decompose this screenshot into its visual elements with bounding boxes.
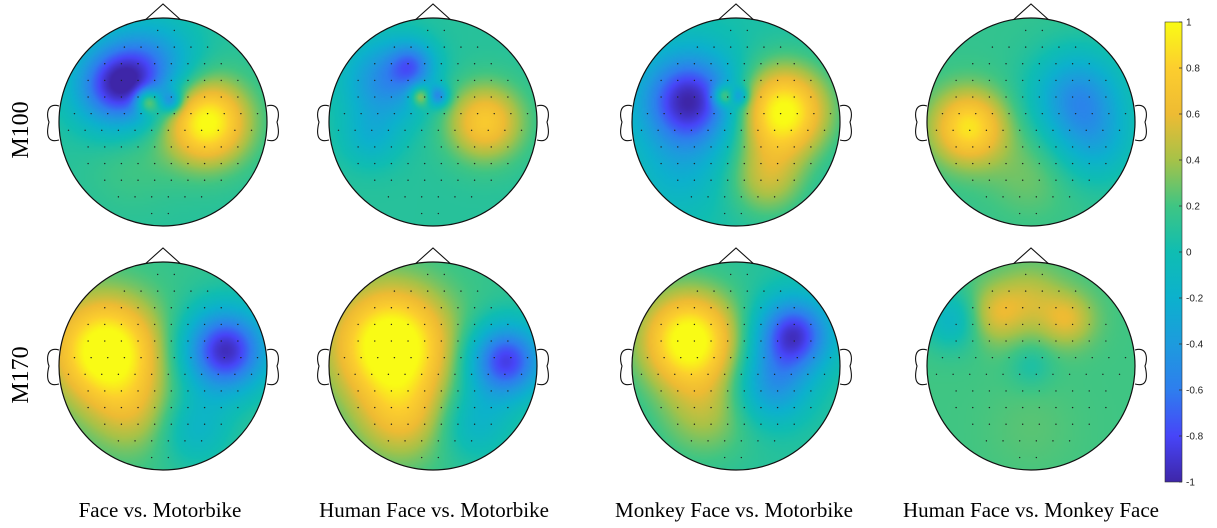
head-outline	[58, 261, 268, 471]
column-label-human-face-vs-monkey-face: Human Face vs. Monkey Face	[903, 498, 1159, 522]
right-ear-outline	[1134, 104, 1147, 142]
topomap-m100-col4	[915, 3, 1147, 227]
colorbar: 1 0.8 0.6 0.4 0.2 0 -0.2 -0.4 -0.6 -0.8 -1	[1164, 18, 1204, 489]
head-outline	[328, 17, 538, 227]
colorbar-tick-label: -1	[1186, 478, 1195, 489]
topomap-surface	[632, 18, 840, 226]
left-ear-outline	[915, 348, 928, 386]
colorbar-tick-label: 0.4	[1186, 156, 1200, 167]
sensor-dots	[640, 273, 832, 459]
topomap-m100-col3	[620, 3, 852, 227]
colorbar-tick-label: 0.6	[1186, 110, 1200, 121]
nose-outline	[413, 3, 453, 22]
topomap-m100-col2	[317, 3, 549, 227]
sensor-dots	[935, 273, 1127, 459]
topomap-m170-col2	[317, 247, 549, 471]
colorbar-tick-label: -0.6	[1186, 386, 1204, 397]
nose-outline	[143, 3, 183, 22]
nose-outline	[716, 3, 756, 22]
colorbar-tick-label: 0.2	[1186, 202, 1200, 213]
left-ear-outline	[47, 104, 60, 142]
sensor-dots	[67, 273, 259, 459]
right-ear-outline	[266, 104, 279, 142]
topomap-surface	[329, 262, 537, 470]
topomap-surface	[927, 262, 1135, 470]
colorbar-tick-label: -0.8	[1186, 432, 1204, 443]
topomap-m100-col1	[47, 3, 279, 227]
head-outline	[328, 261, 538, 471]
topomap-m170-col1	[47, 247, 279, 471]
colorbar-tick-label: -0.4	[1186, 340, 1204, 351]
topomap-surface	[59, 18, 267, 226]
sensor-dots	[935, 29, 1127, 215]
left-ear-outline	[317, 104, 330, 142]
right-ear-outline	[536, 348, 549, 386]
column-label-monkey-face-vs-motorbike: Monkey Face vs. Motorbike	[615, 498, 853, 522]
column-label-face-vs-motorbike: Face vs. Motorbike	[79, 498, 242, 522]
topomap-surface	[329, 18, 537, 226]
sensor-dots	[337, 29, 529, 215]
row-label-m100: M100	[8, 101, 34, 158]
row-label-m170: M170	[8, 346, 34, 403]
colorbar-tick-label: 0.8	[1186, 64, 1200, 75]
nose-outline	[143, 247, 183, 266]
colorbar-tick-label: -0.2	[1186, 294, 1204, 305]
left-ear-outline	[620, 104, 633, 142]
topomap-m170-col3	[620, 247, 852, 471]
nose-outline	[1011, 3, 1051, 22]
left-ear-outline	[915, 104, 928, 142]
right-ear-outline	[266, 348, 279, 386]
colorbar-tick-label: 1	[1186, 18, 1192, 29]
topomap-m170-col4	[915, 247, 1147, 471]
nose-outline	[716, 247, 756, 266]
head-outline	[926, 261, 1136, 471]
nose-outline	[413, 247, 453, 266]
right-ear-outline	[839, 348, 852, 386]
nose-outline	[1011, 247, 1051, 266]
head-outline	[58, 17, 268, 227]
topomap-surface	[632, 262, 840, 470]
left-ear-outline	[620, 348, 633, 386]
topomap-surface	[927, 18, 1135, 226]
sensor-dots	[640, 29, 832, 215]
head-outline	[926, 17, 1136, 227]
sensor-dots	[337, 273, 529, 459]
right-ear-outline	[1134, 348, 1147, 386]
right-ear-outline	[536, 104, 549, 142]
head-outline	[631, 17, 841, 227]
colorbar-tick-label: 0	[1186, 248, 1192, 259]
sensor-dots	[67, 29, 259, 215]
left-ear-outline	[317, 348, 330, 386]
right-ear-outline	[839, 104, 852, 142]
left-ear-outline	[47, 348, 60, 386]
head-outline	[631, 261, 841, 471]
topomap-surface	[59, 262, 267, 470]
column-label-human-face-vs-motorbike: Human Face vs. Motorbike	[319, 498, 549, 522]
